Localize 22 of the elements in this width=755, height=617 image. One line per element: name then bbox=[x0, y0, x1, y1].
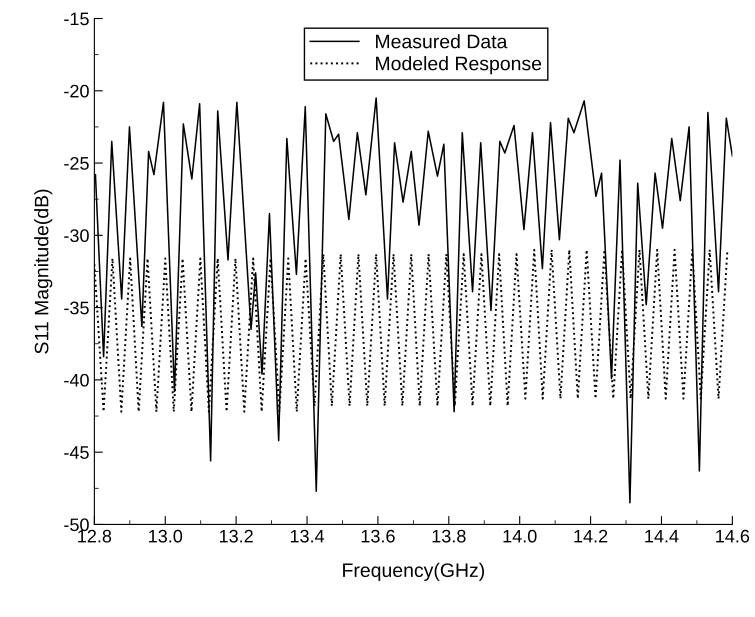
x-tick-label: 14.4 bbox=[645, 530, 679, 542]
x-axis-title: Frequency(GHz) bbox=[343, 562, 484, 581]
legend-label: Modeled Response bbox=[376, 56, 542, 74]
legend-label: Measured Data bbox=[376, 34, 508, 48]
y-tick-label: -40 bbox=[64, 374, 89, 387]
x-tick-label: 13.2 bbox=[220, 530, 253, 543]
y-tick-label: -15 bbox=[64, 12, 89, 26]
x-tick-label: 13.8 bbox=[432, 530, 466, 543]
y-tick-label: -50 bbox=[64, 518, 89, 532]
y-tick-label: -30 bbox=[64, 229, 89, 242]
y-tick-label: -20 bbox=[64, 84, 89, 98]
y-tick-label: -25 bbox=[64, 157, 89, 170]
x-tick-label: 14.0 bbox=[504, 530, 537, 543]
y-axis-title: S11 Magnitude(dB) bbox=[34, 190, 52, 354]
x-tick-label: 13.6 bbox=[362, 530, 395, 543]
x-tick-label: 13.4 bbox=[290, 530, 324, 543]
x-tick-label: 14.2 bbox=[574, 530, 608, 542]
x-tick-label: 13.0 bbox=[149, 530, 182, 543]
y-tick-label: -35 bbox=[64, 302, 89, 314]
x-tick-label: 14.6 bbox=[716, 530, 750, 543]
y-tick-label: -45 bbox=[64, 446, 89, 459]
x-tick-label: 12.8 bbox=[78, 530, 112, 543]
